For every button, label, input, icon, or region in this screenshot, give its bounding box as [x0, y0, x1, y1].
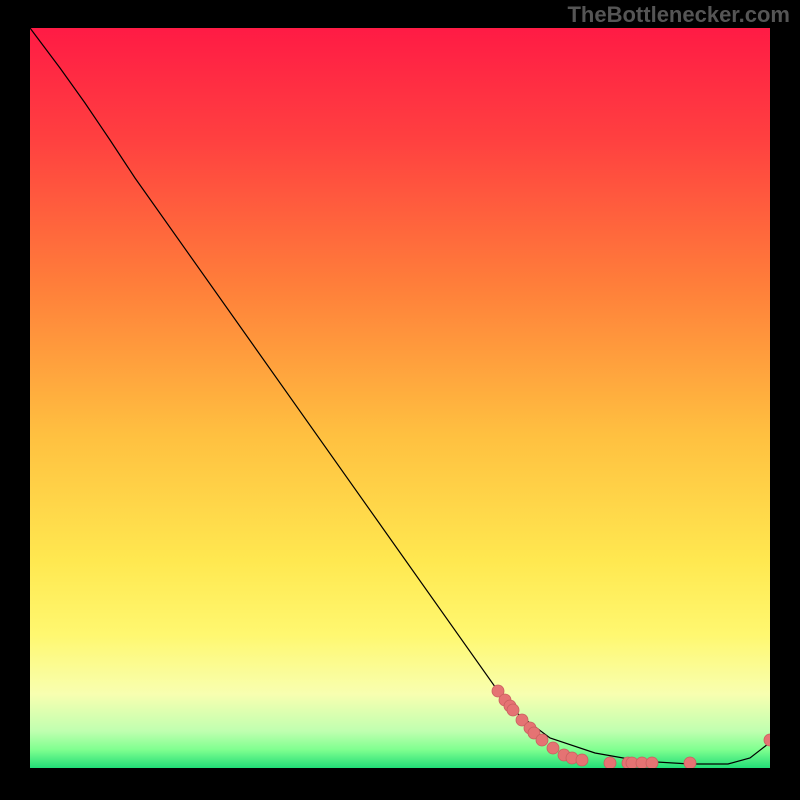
data-marker [646, 757, 658, 768]
data-marker [536, 734, 548, 746]
data-marker [547, 742, 559, 754]
data-marker [507, 704, 519, 716]
data-marker [604, 757, 616, 768]
watermark-label: TheBottlenecker.com [567, 2, 790, 28]
data-marker [684, 757, 696, 768]
data-marker [576, 754, 588, 766]
plot-area [30, 28, 770, 768]
gradient-background [30, 28, 770, 768]
plot-svg [30, 28, 770, 768]
